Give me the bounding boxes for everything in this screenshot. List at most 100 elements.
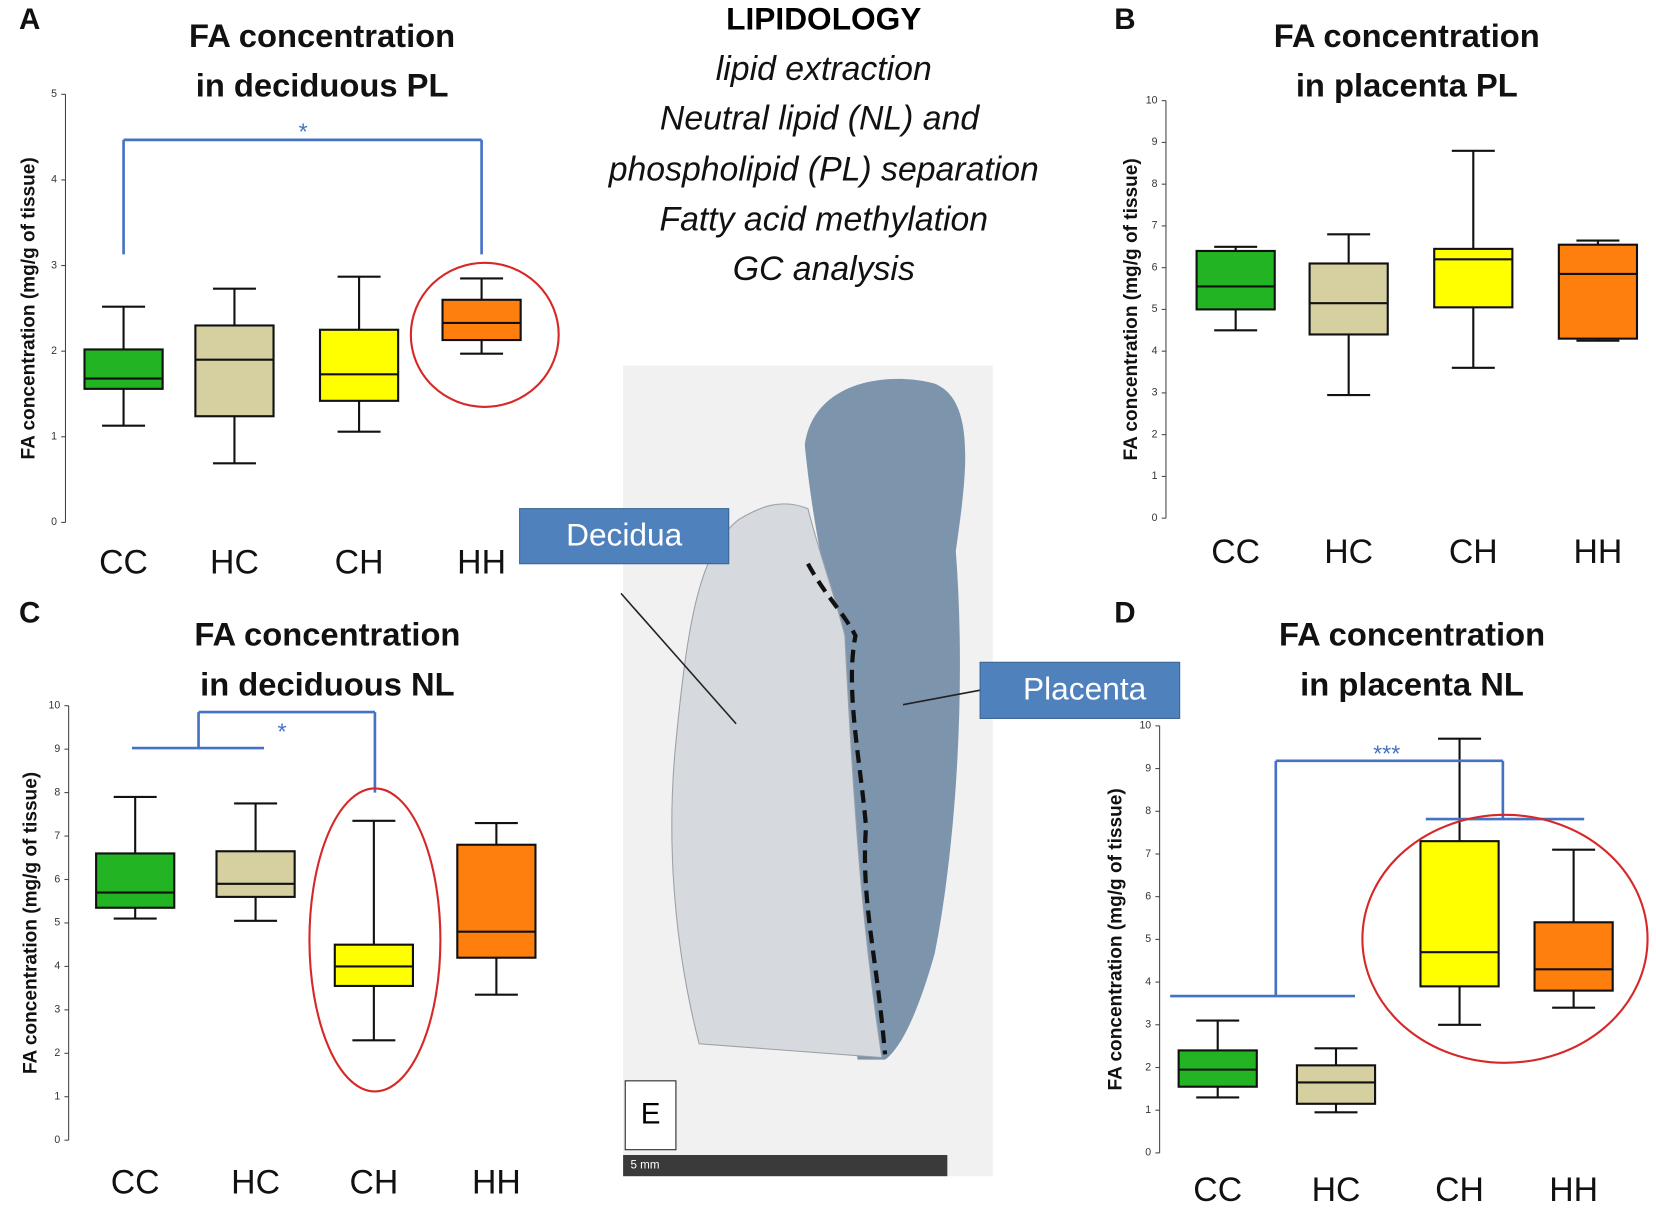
y-tick-label: 0 xyxy=(54,1134,60,1146)
y-axis-label: FA concentration (mg/g of tissue) xyxy=(19,157,40,459)
chart-title: in placenta NL xyxy=(1300,665,1524,702)
box xyxy=(194,324,275,418)
arrow xyxy=(620,592,737,725)
method-step: Fatty acid methylation xyxy=(659,200,988,238)
y-tick-label: 8 xyxy=(1152,178,1158,190)
y-tick-label: 4 xyxy=(51,174,57,186)
panel-e-box xyxy=(624,1080,677,1151)
x-tick-label: HH xyxy=(1574,533,1623,571)
box xyxy=(333,943,414,988)
decidua-box xyxy=(519,508,730,565)
method-step: phospholipid (PL) separation xyxy=(608,151,1039,189)
panel-letter: B xyxy=(1114,3,1135,36)
chart-title: in deciduous PL xyxy=(196,67,449,104)
y-tick-label: 6 xyxy=(54,873,60,885)
highlight-circle xyxy=(308,787,442,1093)
box xyxy=(1533,921,1614,992)
significance-label: * xyxy=(277,718,286,744)
y-axis-label: FA concentration (mg/g of tissue) xyxy=(1121,158,1142,460)
y-tick-label: 9 xyxy=(54,743,60,755)
y-tick-label: 1 xyxy=(1145,1104,1151,1116)
x-tick-label: HC xyxy=(1324,533,1373,571)
chart-title: FA concentration xyxy=(194,615,460,652)
x-tick-label: HH xyxy=(1549,1171,1598,1208)
x-tick-label: CC xyxy=(111,1164,160,1202)
significance-label: *** xyxy=(1373,741,1400,767)
box xyxy=(318,328,400,402)
placenta-label: Placenta xyxy=(1023,670,1147,706)
box xyxy=(1433,247,1514,309)
x-tick-label: HH xyxy=(472,1164,521,1202)
box xyxy=(1195,249,1276,311)
y-tick-label: 1 xyxy=(1152,470,1158,482)
y-tick-label: 6 xyxy=(1152,261,1158,273)
arrow xyxy=(902,689,983,706)
chart-title: FA concentration xyxy=(1274,17,1540,54)
y-tick-label: 10 xyxy=(48,700,60,712)
y-tick-label: 2 xyxy=(54,1047,60,1059)
y-tick-label: 3 xyxy=(51,259,57,271)
y-tick-label: 1 xyxy=(51,431,57,443)
boundary-line xyxy=(806,562,888,1055)
y-tick-label: 3 xyxy=(54,1004,60,1016)
y-tick-label: 7 xyxy=(1145,848,1151,860)
box xyxy=(1177,1049,1258,1088)
y-tick-label: 2 xyxy=(1145,1061,1151,1073)
y-tick-label: 2 xyxy=(51,345,57,357)
panel-letter: D xyxy=(1114,596,1135,629)
chart-title: in deciduous NL xyxy=(200,665,455,702)
y-axis-label: FA concentration (mg/g of tissue) xyxy=(21,772,42,1074)
panel-letter: A xyxy=(19,3,40,36)
y-tick-label: 10 xyxy=(1146,94,1158,106)
method-step: Neutral lipid (NL) and xyxy=(660,100,980,138)
tissue-image: Decidua Placenta E 5 mm xyxy=(519,365,1181,1177)
y-axis-label: FA concentration (mg/g of tissue) xyxy=(1105,788,1126,1090)
y-tick-label: 9 xyxy=(1152,136,1158,148)
decidua-tissue xyxy=(671,503,883,1059)
box xyxy=(1295,1064,1377,1105)
x-tick-label: HC xyxy=(231,1164,280,1202)
y-tick-label: 10 xyxy=(1139,720,1151,732)
chart-panel: D FA concentration in placenta NL FA concen… xyxy=(1105,596,1649,1209)
box xyxy=(441,298,522,342)
box xyxy=(1308,262,1389,336)
y-tick-label: 6 xyxy=(1145,890,1151,902)
chart-panel: A FA concentration in deciduous PL FA conce… xyxy=(19,3,560,582)
y-tick-label: 8 xyxy=(54,786,60,798)
box xyxy=(456,843,537,959)
y-tick-label: 4 xyxy=(1152,345,1158,357)
y-tick-label: 2 xyxy=(1152,428,1158,440)
box xyxy=(95,852,176,909)
y-tick-label: 0 xyxy=(1145,1147,1151,1159)
y-tick-label: 5 xyxy=(1145,933,1151,945)
panel-letter: C xyxy=(19,596,40,629)
x-tick-label: CH xyxy=(349,1164,398,1202)
x-tick-label: HH xyxy=(457,544,506,582)
y-tick-label: 0 xyxy=(1152,512,1158,524)
y-tick-label: 1 xyxy=(54,1091,60,1103)
y-tick-label: 7 xyxy=(54,830,60,842)
y-tick-label: 4 xyxy=(1145,976,1151,988)
significance-label: * xyxy=(299,119,308,145)
x-tick-label: CC xyxy=(99,544,148,582)
scale-label: 5 mm xyxy=(631,1159,660,1172)
y-tick-label: 0 xyxy=(51,516,57,528)
chart-title: FA concentration xyxy=(189,17,455,54)
y-tick-label: 5 xyxy=(51,88,57,100)
placenta-box xyxy=(979,661,1181,719)
chart-panel: B FA concentration in placenta PL FA concen… xyxy=(1114,3,1639,571)
method-step: lipid extraction xyxy=(716,50,932,88)
box xyxy=(83,348,164,390)
chart-title: in placenta PL xyxy=(1296,67,1518,104)
y-tick-label: 8 xyxy=(1145,805,1151,817)
panel-letter: E xyxy=(641,1098,661,1131)
x-tick-label: CH xyxy=(1449,533,1498,571)
y-tick-label: 7 xyxy=(1152,220,1158,232)
method-panel: LIPIDOLOGY lipid extraction Neutral lipi… xyxy=(608,1,1039,289)
box xyxy=(1557,243,1639,340)
x-tick-label: HC xyxy=(1312,1171,1361,1208)
box xyxy=(215,850,296,898)
method-step: GC analysis xyxy=(733,250,915,288)
scale-bar xyxy=(623,1155,948,1177)
